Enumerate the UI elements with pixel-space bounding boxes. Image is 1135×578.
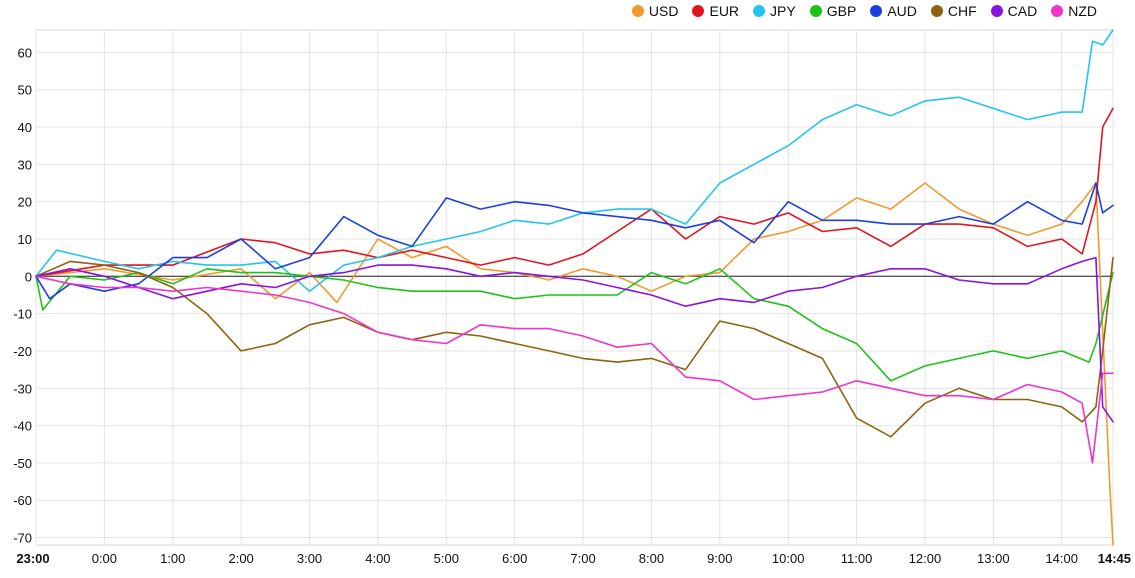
- y-tick-label: -60: [13, 493, 32, 508]
- legend-dot-icon: [990, 5, 1003, 17]
- y-tick-label: 60: [18, 45, 32, 60]
- x-tick-label: 13:00: [977, 551, 1010, 566]
- x-tick-label: 10:00: [772, 551, 805, 566]
- x-tick-label: 2:00: [228, 551, 253, 566]
- x-tick-label: 5:00: [434, 551, 459, 566]
- legend-item-chf[interactable]: CHF: [930, 3, 977, 19]
- grid-horizontal: [36, 51, 1113, 539]
- legend-dot-icon: [870, 5, 883, 17]
- legend-label: CAD: [1007, 3, 1038, 19]
- series-line-chf: [35, 256, 1114, 438]
- x-tick-label: 0:00: [92, 551, 117, 566]
- x-tick-label: 3:00: [297, 551, 322, 566]
- y-tick-label: -30: [13, 381, 32, 396]
- series-line-aud: [35, 182, 1114, 300]
- legend: USD EUR JPY GBP AUD CHF CAD NZD: [631, 3, 1097, 19]
- legend-label: JPY: [770, 3, 796, 19]
- x-tick-label: 23:00: [16, 551, 49, 566]
- series-lines: [35, 29, 1114, 546]
- legend-label: CHF: [947, 3, 977, 19]
- x-tick-label: 6:00: [502, 551, 527, 566]
- legend-label: GBP: [826, 3, 857, 19]
- legend-dot-icon: [809, 5, 822, 17]
- y-tick-label: -20: [13, 344, 32, 359]
- legend-item-nzd[interactable]: NZD: [1051, 3, 1097, 19]
- x-tick-label: 12:00: [909, 551, 942, 566]
- x-tick-label: 14:45: [1098, 551, 1131, 566]
- plot-frame: [35, 29, 1114, 546]
- series-line-gbp: [35, 267, 1114, 382]
- legend-dot-icon: [930, 5, 943, 17]
- legend-label: AUD: [887, 3, 917, 19]
- x-tick-label: 7:00: [570, 551, 595, 566]
- x-tick-label: 14:00: [1045, 551, 1078, 566]
- legend-label: EUR: [709, 3, 740, 19]
- x-tick-label: 11:00: [841, 551, 873, 566]
- x-tick-label: 4:00: [365, 551, 390, 566]
- grid-vertical: [35, 29, 1114, 546]
- legend-item-usd[interactable]: USD: [631, 3, 679, 19]
- legend-dot-icon: [692, 5, 705, 17]
- x-tick-label: 8:00: [639, 551, 664, 566]
- y-tick-label: 0: [25, 269, 32, 284]
- legend-label: NZD: [1068, 3, 1097, 19]
- y-tick-label: 40: [18, 120, 32, 135]
- series-line-cad: [35, 256, 1114, 423]
- y-tick-label: 10: [18, 232, 32, 247]
- y-tick-label: -10: [13, 307, 32, 322]
- legend-dot-icon: [753, 5, 766, 17]
- legend-label: USD: [648, 3, 679, 19]
- series-line-eur: [35, 107, 1114, 278]
- legend-item-eur[interactable]: EUR: [692, 3, 739, 19]
- y-tick-label: -40: [13, 419, 32, 434]
- legend-item-aud[interactable]: AUD: [870, 3, 917, 19]
- x-tick-label: 1:00: [160, 551, 185, 566]
- series-line-usd: [35, 182, 1114, 546]
- legend-item-gbp[interactable]: GBP: [809, 3, 857, 19]
- y-tick-label: -70: [13, 531, 32, 546]
- legend-dot-icon: [1051, 5, 1064, 17]
- series-line-nzd: [35, 275, 1114, 464]
- y-tick-label: -50: [13, 456, 32, 471]
- x-tick-label: 9:00: [707, 551, 732, 566]
- legend-dot-icon: [631, 5, 644, 17]
- y-tick-label: 30: [18, 157, 32, 172]
- legend-item-cad[interactable]: CAD: [990, 3, 1038, 19]
- legend-item-jpy[interactable]: JPY: [753, 3, 796, 19]
- y-axis: 60 50 40 30 20 10 0 -10 -20 -30 -40 -50 -60 -70: [13, 45, 32, 545]
- x-axis: 23:00 0:00 1:00 2:00 3:00 4:00 5:00 6:00 7:00 8:0…: [16, 551, 1131, 566]
- y-tick-label: 20: [18, 195, 32, 210]
- series-line-jpy: [35, 29, 1114, 293]
- y-tick-label: 50: [18, 83, 32, 98]
